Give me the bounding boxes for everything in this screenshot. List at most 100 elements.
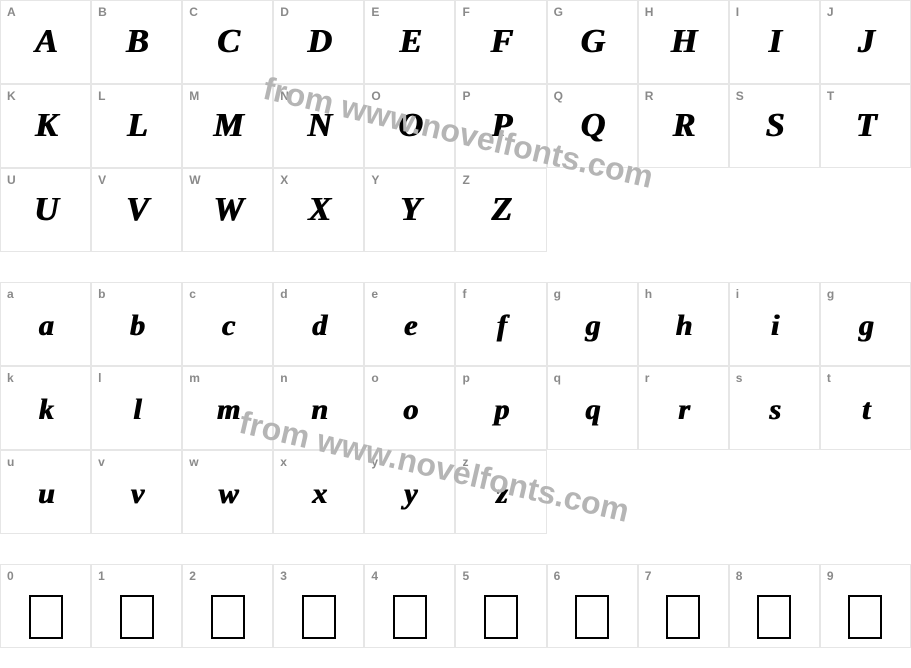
cell-header: R <box>645 89 654 103</box>
cell-header: y <box>371 455 378 469</box>
cell-header: F <box>462 5 469 19</box>
cell-i: ii <box>729 282 820 366</box>
cell-2: 2 <box>182 564 273 648</box>
glyph: P <box>456 107 545 145</box>
cell-empty <box>820 450 911 534</box>
cell-header: L <box>98 89 105 103</box>
glyph: e <box>365 309 454 343</box>
cell-g: gg <box>547 282 638 366</box>
glyph: r <box>639 393 728 427</box>
cell-header: 6 <box>554 569 561 583</box>
cell-header: m <box>189 371 200 385</box>
cell-T: TT <box>820 84 911 168</box>
glyph: W <box>183 191 272 229</box>
cell-header: H <box>645 5 654 19</box>
glyph: C <box>183 23 272 61</box>
cell-K: KK <box>0 84 91 168</box>
cell-header: i <box>736 287 739 301</box>
cell-1: 1 <box>91 564 182 648</box>
cell-header: h <box>645 287 652 301</box>
cell-J: J J <box>820 0 911 84</box>
glyph: z <box>456 477 545 511</box>
cell-header: k <box>7 371 14 385</box>
glyph: U <box>1 191 90 229</box>
cell-L: LL <box>91 84 182 168</box>
cell-header: g <box>554 287 561 301</box>
cell-e: ee <box>364 282 455 366</box>
glyph: u <box>1 477 90 511</box>
missing-glyph-box <box>302 595 336 639</box>
row-gap <box>0 252 911 282</box>
glyph: A <box>1 23 90 61</box>
cell-header: a <box>7 287 14 301</box>
cell-header: u <box>7 455 14 469</box>
row-lower-1: aa bb cc dd ee ff gg hh ii gg <box>0 282 911 366</box>
cell-header: G <box>554 5 563 19</box>
cell-header: 1 <box>98 569 105 583</box>
cell-r: rr <box>638 366 729 450</box>
cell-header: c <box>189 287 196 301</box>
cell-header: X <box>280 173 288 187</box>
glyph: m <box>183 393 272 427</box>
glyph: v <box>92 477 181 511</box>
cell-header: J <box>827 5 834 19</box>
row-gap <box>0 534 911 564</box>
cell-f: ff <box>455 282 546 366</box>
cell-header: 8 <box>736 569 743 583</box>
cell-p: pp <box>455 366 546 450</box>
cell-M: MM <box>182 84 273 168</box>
glyph: T <box>821 107 910 145</box>
cell-header: w <box>189 455 198 469</box>
glyph: b <box>92 309 181 343</box>
glyph: y <box>365 477 454 511</box>
glyph: Z <box>456 191 545 229</box>
cell-4: 4 <box>364 564 455 648</box>
cell-header: Y <box>371 173 379 187</box>
cell-header: g <box>827 287 834 301</box>
cell-m: mm <box>182 366 273 450</box>
glyph: x <box>274 477 363 511</box>
cell-I: I I <box>729 0 820 84</box>
font-character-map: A A B B C C D D E E F F G G H H <box>0 0 911 668</box>
glyph: p <box>456 393 545 427</box>
cell-header: p <box>462 371 469 385</box>
cell-3: 3 <box>273 564 364 648</box>
missing-glyph-box <box>393 595 427 639</box>
glyph: c <box>183 309 272 343</box>
cell-header: q <box>554 371 561 385</box>
glyph: f <box>456 309 545 343</box>
missing-glyph-box <box>120 595 154 639</box>
row-lower-2: kk ll mm nn oo pp qq rr ss tt <box>0 366 911 450</box>
cell-0: 0 <box>0 564 91 648</box>
cell-7: 7 <box>638 564 729 648</box>
cell-empty <box>547 450 638 534</box>
glyph: E <box>365 23 454 61</box>
glyph: G <box>548 23 637 61</box>
glyph: l <box>92 393 181 427</box>
glyph: k <box>1 393 90 427</box>
cell-k: kk <box>0 366 91 450</box>
cell-header: b <box>98 287 105 301</box>
cell-l: ll <box>91 366 182 450</box>
missing-glyph-box <box>29 595 63 639</box>
cell-header: 5 <box>462 569 469 583</box>
glyph: R <box>639 107 728 145</box>
cell-U: UU <box>0 168 91 252</box>
cell-x: xx <box>273 450 364 534</box>
cell-n: nn <box>273 366 364 450</box>
glyph: B <box>92 23 181 61</box>
cell-8: 8 <box>729 564 820 648</box>
glyph: M <box>183 107 272 145</box>
glyph: L <box>92 107 181 145</box>
cell-u: uu <box>0 450 91 534</box>
glyph: h <box>639 309 728 343</box>
cell-O: OO <box>364 84 455 168</box>
cell-header: z <box>462 455 468 469</box>
cell-V: VV <box>91 168 182 252</box>
cell-w: ww <box>182 450 273 534</box>
glyph: g <box>548 309 637 343</box>
cell-header: l <box>98 371 101 385</box>
glyph: N <box>274 107 363 145</box>
cell-header: r <box>645 371 650 385</box>
cell-y: yy <box>364 450 455 534</box>
